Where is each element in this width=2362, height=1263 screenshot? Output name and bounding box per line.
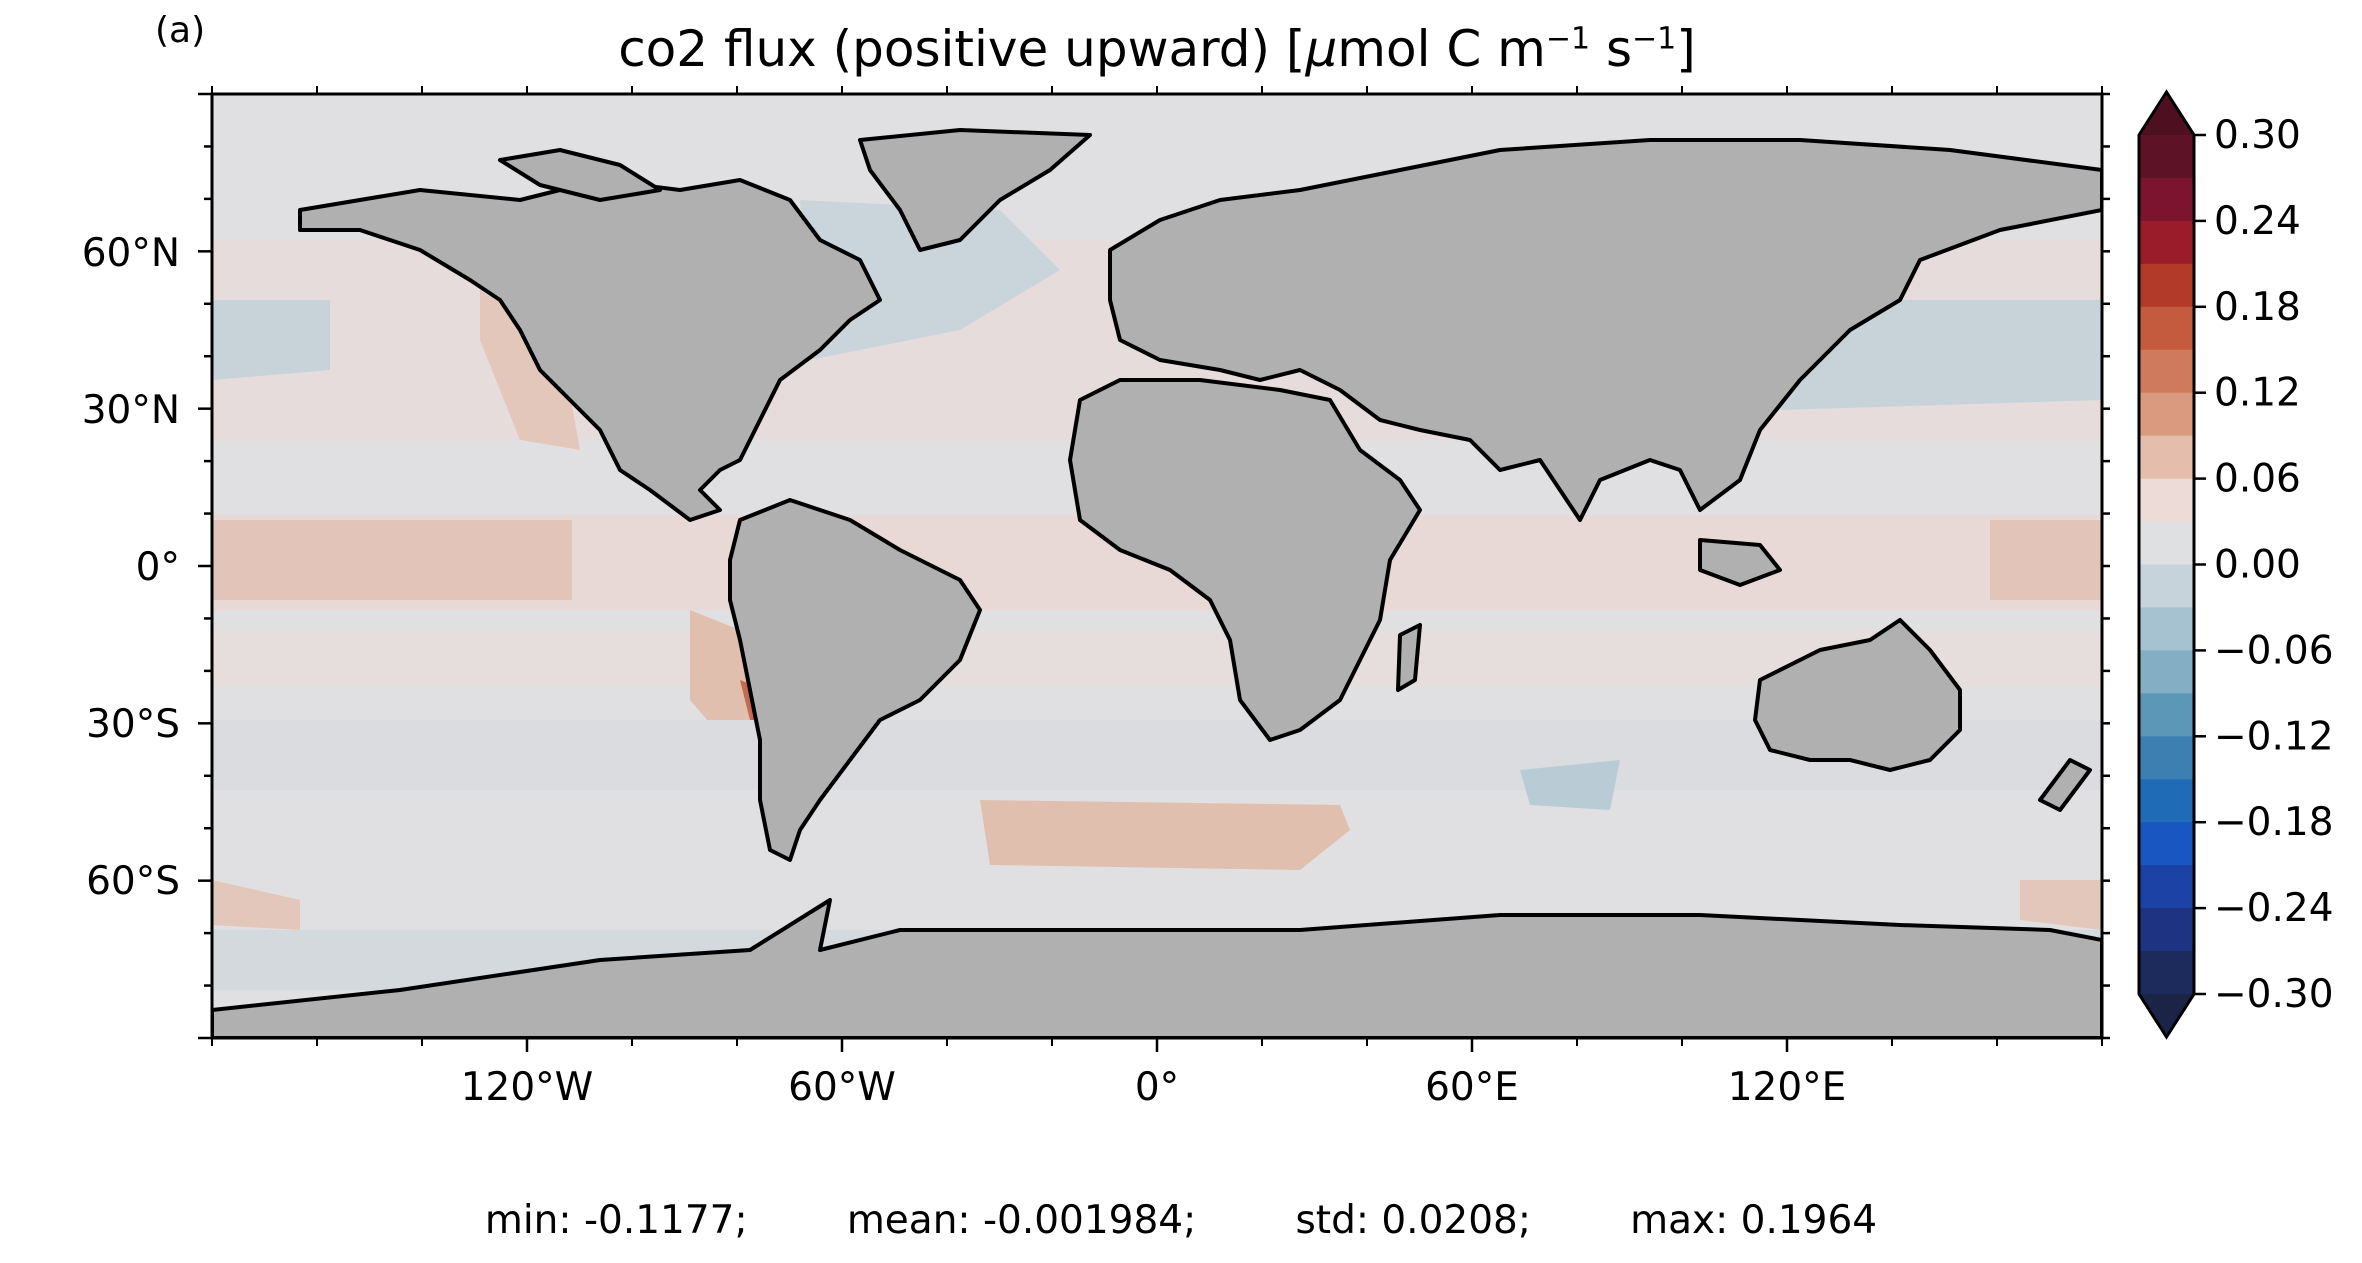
- colorbar-segment: [2139, 822, 2194, 866]
- colorbar-extend-bottom: [2139, 994, 2194, 1037]
- title-unit: mol C m: [1337, 20, 1546, 78]
- arctic-islands: [498, 148, 662, 202]
- africa: [1068, 378, 1422, 742]
- colorbar-segment: [2139, 865, 2194, 909]
- colorbar-tick-label: 0.12: [2214, 371, 2301, 416]
- title-exp2: −1: [1632, 21, 1677, 57]
- colorbar-segment: [2139, 435, 2194, 480]
- lat-tick-label: 30°N: [82, 388, 180, 433]
- colorbar-tick-label: 0.30: [2214, 113, 2301, 158]
- colorbar-tick-label: 0.24: [2214, 199, 2301, 244]
- colorbar-segment: [2139, 392, 2194, 437]
- title-mu: μ: [1305, 20, 1338, 78]
- colorbar-segment: [2139, 220, 2194, 265]
- pacific-equatorial-upwelling: [212, 520, 572, 600]
- colorbar-segment: [2139, 263, 2194, 308]
- lon-tick-labels: 120°W 60°W 0° 60°E 120°E: [461, 1065, 1847, 1110]
- colorbar-tick-label: −0.18: [2214, 800, 2334, 845]
- southern-patch-west: [212, 880, 300, 930]
- south-indian-sink: [1520, 760, 1620, 810]
- colorbar-segments: [2139, 135, 2194, 995]
- lat-ticks: [198, 92, 2110, 1040]
- stat-std: std: 0.0208;: [1295, 1198, 1531, 1243]
- statistics-line: min: -0.1177; mean: -0.001984; std: 0.02…: [0, 1198, 2362, 1243]
- lat-tick-label: 60°S: [86, 859, 180, 904]
- colorbar-segment: [2139, 779, 2194, 823]
- colorbar-segment: [2139, 607, 2194, 651]
- colorbar-segment: [2139, 736, 2194, 780]
- colorbar-tick-label: 0.06: [2214, 457, 2301, 502]
- title-exp1: −1: [1545, 21, 1591, 57]
- colorbar-tick-label: −0.30: [2214, 972, 2334, 1017]
- eurasia: [1108, 138, 2102, 522]
- california-current-source: [480, 290, 580, 450]
- land-masses: [212, 128, 2102, 1038]
- north-atlantic-sink: [800, 200, 1060, 360]
- lat-tick-label: 60°N: [82, 231, 180, 276]
- title-main: co2 flux (positive upward) [: [618, 20, 1306, 78]
- colorbar-tick-label: −0.06: [2214, 628, 2334, 673]
- lon-tick-label: 120°E: [1728, 1065, 1847, 1110]
- southern-patch-east: [2020, 880, 2102, 930]
- lon-major-ticks: [525, 1038, 1789, 1052]
- colorbar-tick-label: −0.24: [2214, 886, 2334, 931]
- colorbar-tick-label: −0.12: [2214, 714, 2334, 759]
- southern-ocean-source: [980, 800, 1350, 870]
- colorbar-segment: [2139, 564, 2194, 609]
- maritime-continent: [1698, 538, 1782, 587]
- colorbar-ticks: [2194, 133, 2206, 996]
- stat-min: min: -0.1177;: [484, 1198, 748, 1243]
- colorbar-extend-top: [2139, 92, 2194, 135]
- colorbar-tick-label: 0.18: [2214, 285, 2301, 330]
- south-america: [728, 498, 982, 862]
- colorbar-segment: [2139, 306, 2194, 351]
- colorbar-segment: [2139, 478, 2194, 523]
- antarctica: [212, 898, 2102, 1038]
- panel-label: (a): [155, 10, 206, 51]
- colorbar-tick-label: 0.00: [2214, 543, 2301, 588]
- lat-tick-label: 30°S: [86, 702, 180, 747]
- colorbar-segment: [2139, 951, 2194, 995]
- lon-tick-label: 120°W: [461, 1065, 594, 1110]
- madagascar: [1396, 623, 1422, 692]
- lon-tick-label: 60°W: [788, 1065, 896, 1110]
- colorbar-segment: [2139, 177, 2194, 222]
- new-zealand: [2038, 758, 2092, 812]
- stat-mean: mean: -0.001984;: [846, 1198, 1197, 1243]
- colorbar-segment: [2139, 908, 2194, 952]
- colorbar-segment: [2139, 135, 2194, 179]
- lon-minor-ticks: [211, 86, 2103, 1046]
- colorbar: 0.30 0.24 0.18 0.12 0.06 0.00 −0.06 −0.12 −0.18 −…: [2137, 89, 2334, 1040]
- title-close: ]: [1676, 20, 1696, 78]
- colorbar-segment: [2139, 650, 2194, 694]
- lat-tick-label: 0°: [136, 545, 180, 590]
- stat-max: max: 0.1964: [1630, 1198, 1878, 1243]
- lon-tick-label: 60°E: [1425, 1065, 1519, 1110]
- map-title: co2 flux (positive upward) [μmol C m−1 s…: [212, 20, 2102, 78]
- east-pacific-upwelling: [1990, 520, 2102, 600]
- southern-subtropical-sink: [212, 720, 2102, 790]
- greenland: [858, 128, 1092, 252]
- colorbar-segment: [2139, 349, 2194, 394]
- north-america: [298, 178, 882, 522]
- lon-tick-label: 0°: [1135, 1065, 1179, 1110]
- north-pacific-sink-west: [212, 300, 330, 380]
- colorbar-segment: [2139, 521, 2194, 566]
- colorbar-segment: [2139, 693, 2194, 737]
- colorbar-tick-labels: 0.30 0.24 0.18 0.12 0.06 0.00 −0.06 −0.12 −0.18 −…: [2214, 113, 2334, 1017]
- title-s: s: [1590, 20, 1633, 78]
- australia: [1753, 618, 1962, 772]
- lat-tick-labels: 60°N 30°N 0° 30°S 60°S: [82, 231, 180, 904]
